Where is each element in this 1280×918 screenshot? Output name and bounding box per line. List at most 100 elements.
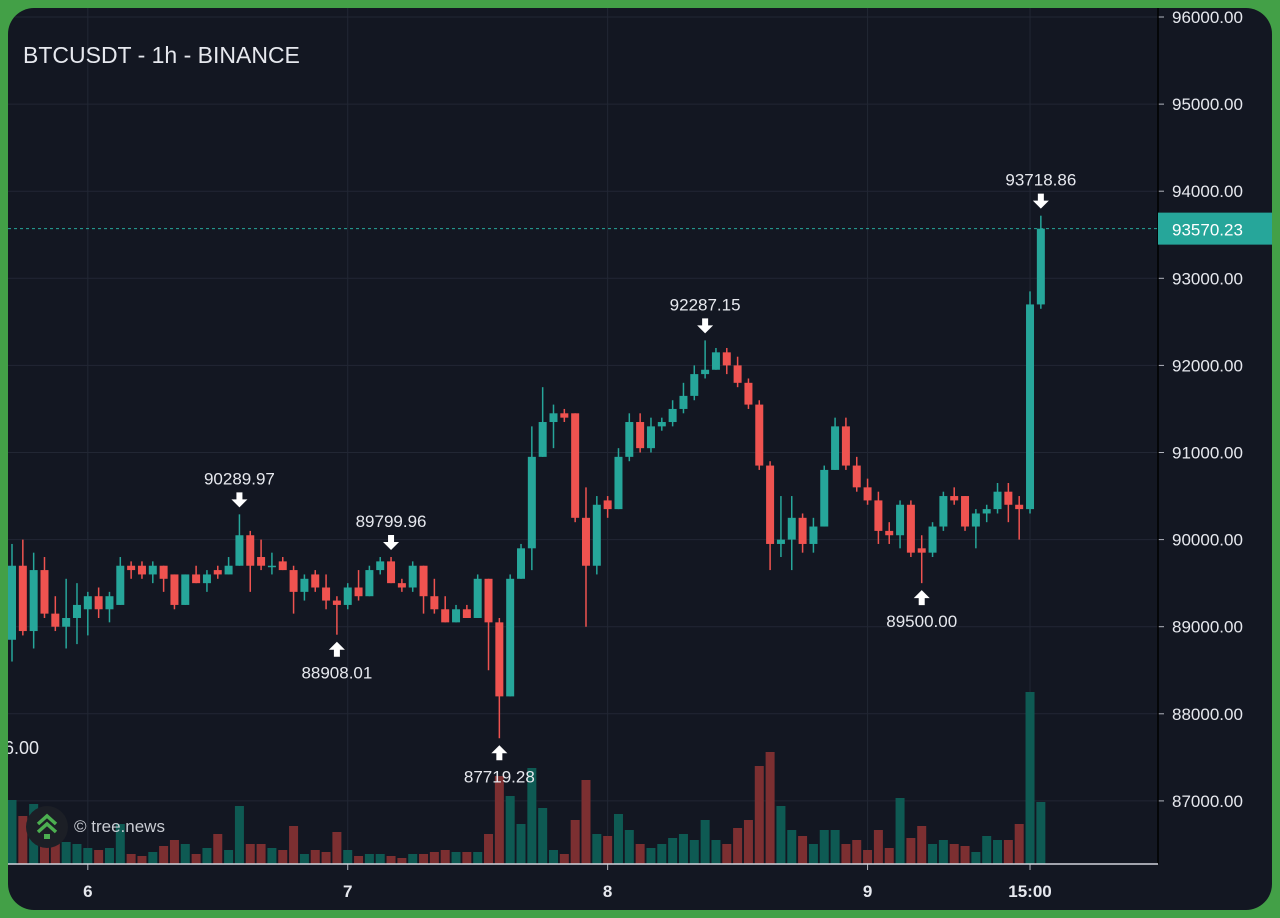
candle-up xyxy=(452,609,461,623)
candle-down xyxy=(863,487,872,501)
volume-bar xyxy=(949,844,959,864)
candle-up xyxy=(517,548,526,579)
candle-up xyxy=(679,395,688,409)
candle-down xyxy=(885,530,894,536)
x-tick-label: 9 xyxy=(863,882,872,901)
volume-bar xyxy=(808,844,818,864)
volume-bar xyxy=(570,820,580,864)
volume-bar xyxy=(408,854,418,864)
volume-bar xyxy=(722,844,732,864)
candle-down xyxy=(289,570,298,592)
low-price-label: 87719.28 xyxy=(464,767,535,786)
candle-up xyxy=(343,587,352,605)
y-tick-label: 88000.00 xyxy=(1172,705,1243,724)
candle-up xyxy=(1036,228,1045,305)
volume-bar xyxy=(733,828,743,864)
volume-bar xyxy=(624,830,634,864)
arrow-up-icon xyxy=(491,745,508,761)
volume-bar xyxy=(635,844,645,864)
volume-bar xyxy=(224,850,234,864)
candle-up xyxy=(592,504,601,566)
volume-bar xyxy=(169,840,179,864)
volume-bar xyxy=(83,848,93,864)
volume-bar xyxy=(798,836,808,864)
candle-up xyxy=(29,570,38,632)
candle-up xyxy=(614,456,623,510)
candle-up xyxy=(224,565,233,575)
volume-bar xyxy=(657,844,667,864)
volume-bar xyxy=(267,848,277,864)
candle-up xyxy=(506,578,515,697)
volume-bar xyxy=(527,768,537,864)
high-price-label: 93718.86 xyxy=(1005,171,1076,190)
candle-down xyxy=(852,465,861,488)
volume-bar xyxy=(960,846,970,864)
volume-bar xyxy=(61,842,71,864)
volume-bar xyxy=(743,820,753,864)
candle-down xyxy=(192,574,201,584)
volume-bar xyxy=(754,766,764,864)
candle-down xyxy=(755,404,764,466)
candle-down xyxy=(798,517,807,544)
candle-up xyxy=(365,570,374,597)
volume-bar xyxy=(895,798,905,864)
candle-up xyxy=(8,565,16,640)
candle-down xyxy=(419,565,428,597)
low-price-label: 89500.00 xyxy=(886,612,957,631)
candle-down xyxy=(213,570,222,575)
arrow-down-icon xyxy=(231,492,248,508)
volume-bar xyxy=(289,826,299,864)
candle-up xyxy=(473,578,482,618)
volume-bar xyxy=(256,844,266,864)
candle-down xyxy=(733,365,742,383)
candle-down xyxy=(766,465,775,544)
x-tick-label: 15:00 xyxy=(1008,882,1051,901)
candle-up xyxy=(831,426,840,470)
watermark-text: © tree.news xyxy=(74,817,165,836)
volume-bar xyxy=(1014,824,1024,864)
candle-down xyxy=(94,596,103,610)
candle-down xyxy=(159,565,168,579)
volume-bar xyxy=(494,776,504,864)
candle-down xyxy=(917,548,926,553)
y-tick-label: 94000.00 xyxy=(1172,182,1243,201)
volume-bar xyxy=(928,844,938,864)
candle-up xyxy=(939,496,948,527)
volume-bar xyxy=(104,848,114,864)
volume-bar xyxy=(765,752,775,864)
candle-up xyxy=(116,565,125,605)
candle-up xyxy=(202,574,211,584)
low-price-label: 88908.01 xyxy=(301,664,372,683)
candle-down xyxy=(257,557,266,566)
y-tick-label: 89000.00 xyxy=(1172,618,1243,637)
volume-bar xyxy=(873,830,883,864)
y-tick-label: 92000.00 xyxy=(1172,356,1243,375)
candle-down xyxy=(354,587,363,597)
candle-down xyxy=(744,382,753,405)
y-tick-label: 90000.00 xyxy=(1172,531,1243,550)
volume-bar xyxy=(429,852,439,864)
candle-down xyxy=(278,561,287,571)
candle-down xyxy=(18,565,27,632)
chart-panel: 96000.00 95000.00 94000.00 93000.00 92000.00… xyxy=(8,8,1272,910)
candle-up xyxy=(993,491,1002,510)
candle-up xyxy=(83,596,92,610)
candle-up xyxy=(787,517,796,540)
candle-up xyxy=(538,422,547,457)
candle-up xyxy=(549,413,558,423)
volume-bar xyxy=(689,840,699,864)
volume-bar xyxy=(343,850,353,864)
candlestick-chart[interactable]: 96000.00 95000.00 94000.00 93000.00 92000.00… xyxy=(8,8,1272,910)
candle-down xyxy=(322,587,331,601)
volume-bar xyxy=(1025,692,1035,864)
candle-down xyxy=(495,622,504,697)
high-price-label: 89799.96 xyxy=(356,512,427,531)
candle-up xyxy=(982,509,991,514)
candle-down xyxy=(1004,491,1013,505)
candle-down xyxy=(636,422,645,449)
candle-up xyxy=(235,535,244,566)
volume-bar xyxy=(906,838,916,864)
volume-bar xyxy=(148,852,158,864)
volume-bar xyxy=(137,856,147,864)
candle-up xyxy=(809,526,818,544)
